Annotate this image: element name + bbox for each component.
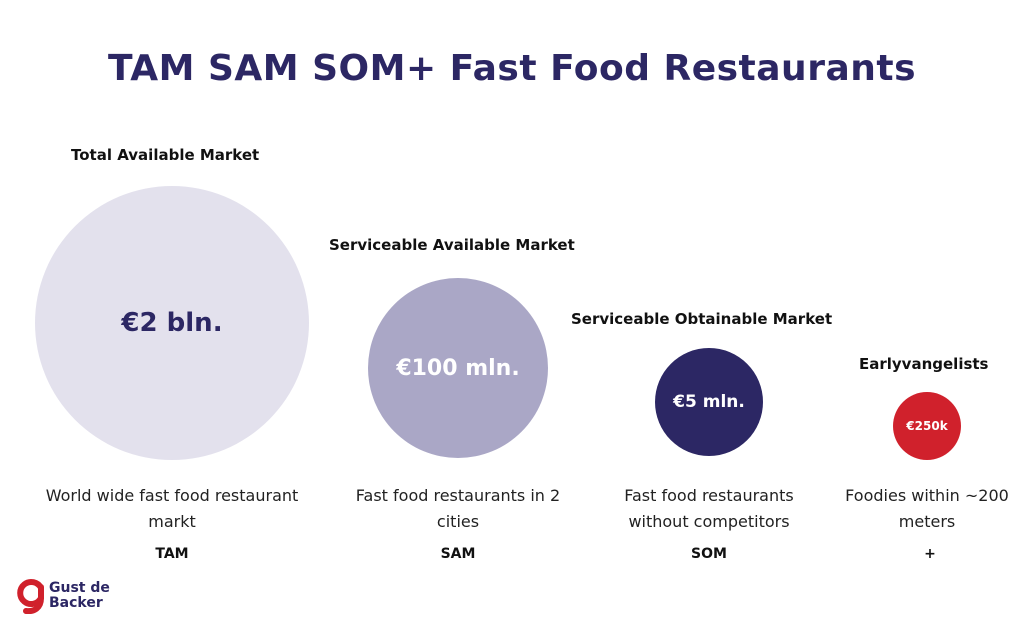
logo-line-2: Backer xyxy=(49,595,103,611)
tam-description: World wide fast food restaurant markt xyxy=(45,486,299,531)
page-title: TAM SAM SOM+ Fast Food Restaurants xyxy=(107,48,917,89)
gust-de-backer-logo-icon xyxy=(17,579,44,614)
som-value: €5 mln. xyxy=(673,392,745,412)
earlyvangelists-value: €250k xyxy=(906,419,948,433)
logo-line-1: Gust de xyxy=(49,580,110,596)
som-heading: Serviceable Obtainable Market xyxy=(571,310,833,328)
sam-heading: Serviceable Available Market xyxy=(329,236,575,254)
sam-label: SAM xyxy=(440,546,476,562)
brand-logo: Gust de Backer xyxy=(14,578,110,614)
earlyvangelists-description: Foodies within ~200 meters xyxy=(845,486,1009,531)
som-description: Fast food restaurants without competitor… xyxy=(624,486,794,531)
sam-description: Fast food restaurants in 2 cities xyxy=(355,486,561,531)
tam-circle: €2 bln. xyxy=(35,186,309,460)
sam-circle: €100 mln. xyxy=(368,278,548,458)
tam-value: €2 bln. xyxy=(121,308,223,338)
earlyvangelists-label: + xyxy=(924,546,936,562)
logo-text: Gust de Backer xyxy=(49,581,110,611)
sam-value: €100 mln. xyxy=(396,355,520,381)
earlyvangelists-heading: Earlyvangelists xyxy=(859,355,989,373)
som-label: SOM xyxy=(691,546,727,562)
tam-heading: Total Available Market xyxy=(71,146,260,164)
earlyvangelists-circle: €250k xyxy=(893,392,961,460)
som-circle: €5 mln. xyxy=(655,348,763,456)
tam-label: TAM xyxy=(155,546,189,562)
